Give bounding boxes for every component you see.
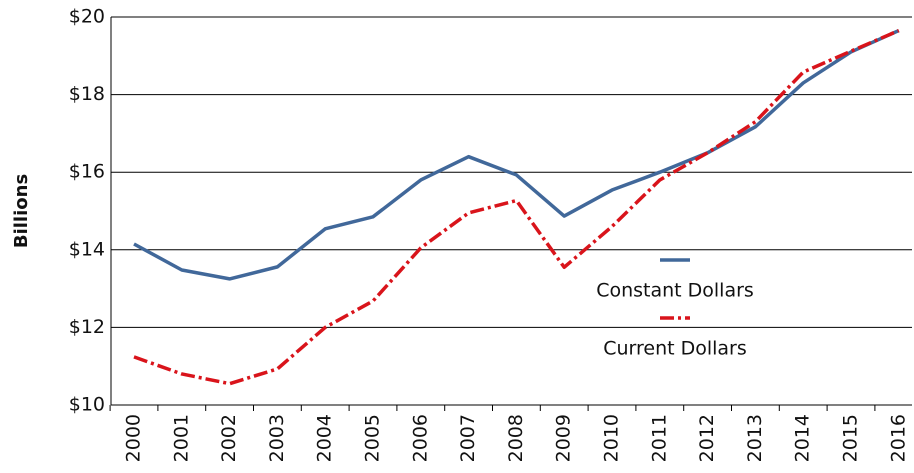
- x-tick-label: 2014: [792, 414, 814, 462]
- x-tick-label: 2002: [218, 414, 240, 462]
- y-tick-label: $10: [69, 394, 105, 416]
- y-tick-label: $12: [69, 316, 105, 338]
- x-tick-label: 2011: [648, 414, 670, 462]
- y-tick-label: $14: [69, 238, 105, 260]
- x-tick-label: 2015: [840, 414, 862, 462]
- y-tick-label: $16: [69, 161, 105, 183]
- x-tick-label: 2001: [170, 414, 192, 462]
- legend-label: Current Dollars: [603, 338, 747, 360]
- x-tick-label: 2012: [696, 414, 718, 462]
- x-tick-label: 2000: [123, 414, 145, 462]
- series-line: [133, 28, 900, 386]
- x-tick-label: 2006: [409, 414, 431, 462]
- y-tick-label: $20: [69, 6, 105, 28]
- y-axis-label: Billions: [11, 174, 32, 248]
- y-tick-label: $18: [69, 83, 105, 105]
- x-tick-label: 2016: [887, 414, 909, 462]
- x-tick-label: 2003: [266, 414, 288, 462]
- series-line: [133, 28, 900, 281]
- x-tick-label: 2005: [362, 414, 384, 462]
- x-tick-label: 2010: [601, 414, 623, 462]
- x-tick-label: 2007: [457, 414, 479, 462]
- x-tick-label: 2013: [744, 414, 766, 462]
- legend-label: Constant Dollars: [596, 280, 754, 302]
- x-tick-label: 2009: [553, 414, 575, 462]
- x-tick-label: 2004: [314, 414, 336, 462]
- x-tick-label: 2008: [505, 414, 527, 462]
